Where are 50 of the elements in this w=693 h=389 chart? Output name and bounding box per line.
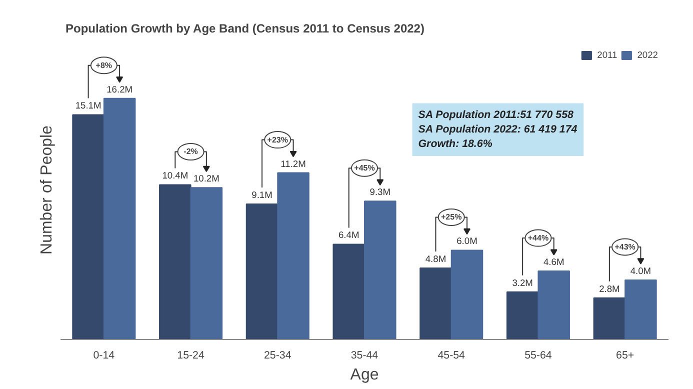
- x-tick-label: 45-54: [438, 350, 466, 362]
- annotation: +44%: [528, 234, 549, 243]
- x-tick-label: 35-44: [350, 350, 378, 362]
- bar: [593, 297, 626, 340]
- bar: [246, 204, 278, 340]
- data-label: 3.2M: [512, 278, 533, 288]
- x-tick-label: 0-14: [93, 350, 115, 362]
- legend-label: 2011: [597, 50, 618, 60]
- y-axis-title: Number of People: [38, 125, 56, 254]
- bar: [332, 244, 365, 340]
- data-label: 9.3M: [370, 187, 391, 198]
- x-tick-label: 15-24: [177, 350, 204, 362]
- legend-label: 2022: [637, 50, 658, 60]
- annotation: SA Population 2011:51 770 558: [418, 109, 574, 122]
- bar: [506, 291, 539, 340]
- annotation: +45%: [354, 164, 375, 173]
- bar: [364, 200, 396, 340]
- data-label: 6.0M: [456, 236, 478, 246]
- data-label: 6.4M: [338, 230, 360, 240]
- annotation: -2%: [184, 147, 198, 156]
- bar: [624, 279, 657, 340]
- annotation: +23%: [267, 135, 288, 144]
- x-tick-label: 55-64: [524, 350, 552, 362]
- bar: [190, 187, 223, 340]
- data-label: 4.6M: [543, 257, 564, 268]
- text: +8%: [96, 60, 112, 70]
- bar: [538, 270, 570, 340]
- data-label: 4.8M: [425, 254, 446, 264]
- x-tick-label: 25-34: [264, 350, 292, 362]
- bar: [450, 250, 484, 340]
- bar: [277, 172, 310, 340]
- annotation: Growth: 18.6%: [418, 138, 493, 150]
- data-label: 11.2M: [280, 158, 306, 169]
- data-label: 9.1M: [252, 190, 272, 200]
- data-label: 10.4M: [162, 170, 188, 181]
- data-label: 2.8M: [599, 284, 620, 294]
- data-label: 4.0M: [630, 266, 652, 276]
- annotation: +25%: [441, 212, 462, 222]
- annotation: SA Population 2022: 61 419 174: [418, 124, 578, 136]
- x-axis-title: Age: [350, 366, 379, 384]
- x-tick-label: 65+: [616, 350, 634, 362]
- bar: [103, 98, 136, 340]
- data-label: 15.1M: [75, 100, 102, 111]
- annotation: +43%: [614, 242, 636, 252]
- bar: [159, 184, 192, 340]
- data-label: 10.2M: [193, 174, 220, 184]
- bar: [420, 268, 452, 340]
- bar: [72, 114, 104, 340]
- chart-title: Population Growth by Age Band (Census 2011 to Census 2022): [66, 22, 424, 36]
- data-label: 16.2M: [106, 84, 133, 94]
